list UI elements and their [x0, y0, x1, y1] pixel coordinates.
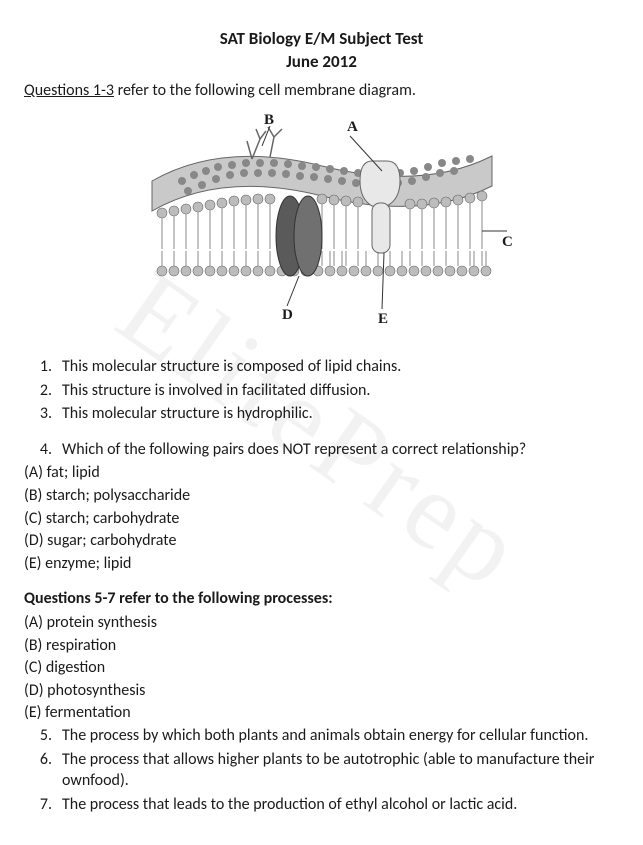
- question-row: 2. This structure is involved in facilit…: [24, 380, 619, 402]
- option-c: (C) starch; carbohydrate: [24, 508, 619, 530]
- question-number: 3.: [24, 403, 62, 425]
- question-row: 3. This molecular structure is hydrophil…: [24, 403, 619, 425]
- question-text: This molecular structure is composed of …: [62, 356, 619, 378]
- option-e: (E) enzyme; lipid: [24, 553, 619, 575]
- question-text: This molecular structure is hydrophilic.: [62, 403, 619, 425]
- document-body: SAT Biology E/M Subject Test June 2012 Q…: [24, 28, 619, 815]
- membrane-svg: A B C D E: [132, 111, 512, 331]
- question-row: 5. The process by which both plants and …: [24, 725, 619, 747]
- doc-subtitle: June 2012: [24, 51, 619, 74]
- label-d: D: [282, 307, 293, 323]
- question-number: 5.: [24, 725, 62, 747]
- question-row: 4. Which of the following pairs does NOT…: [24, 439, 619, 461]
- question-text: The process that leads to the production…: [62, 794, 619, 816]
- questions-1-3: 1. This molecular structure is composed …: [24, 356, 619, 425]
- question-row: 1. This molecular structure is composed …: [24, 356, 619, 378]
- question-row: 6. The process that allows higher plants…: [24, 749, 619, 792]
- label-a: A: [347, 119, 358, 135]
- question-text: The process by which both plants and ani…: [62, 725, 619, 747]
- cell-membrane-diagram: A B C D E: [24, 111, 619, 338]
- question-number: 1.: [24, 356, 62, 378]
- question-row: 7. The process that leads to the product…: [24, 794, 619, 816]
- question-number: 2.: [24, 380, 62, 402]
- instruction-underlined: Questions 1-3: [24, 81, 114, 100]
- option-a: (A) fat; lipid: [24, 462, 619, 484]
- question-number: 4.: [24, 439, 62, 461]
- question-number: 7.: [24, 794, 62, 816]
- option-c: (C) digestion: [24, 657, 619, 679]
- question-text: This structure is involved in facilitate…: [62, 380, 619, 402]
- label-e: E: [378, 311, 388, 327]
- question-number: 6.: [24, 749, 62, 792]
- option-d: (D) sugar; carbohydrate: [24, 530, 619, 552]
- option-b: (B) starch; polysaccharide: [24, 485, 619, 507]
- instruction-1: Questions 1-3 refer to the following cel…: [24, 80, 619, 102]
- label-b: B: [264, 112, 274, 128]
- doc-title: SAT Biology E/M Subject Test: [24, 28, 619, 51]
- option-d: (D) photosynthesis: [24, 680, 619, 702]
- question-4-block: 4. Which of the following pairs does NOT…: [24, 439, 619, 575]
- question-text: Which of the following pairs does NOT re…: [62, 439, 619, 461]
- question-text: The process that allows higher plants to…: [62, 749, 619, 792]
- option-a: (A) protein synthesis: [24, 612, 619, 634]
- section-5-7-heading: Questions 5-7 refer to the following pro…: [24, 588, 619, 610]
- option-b: (B) respiration: [24, 635, 619, 657]
- option-e: (E) fermentation: [24, 702, 619, 724]
- label-c: C: [502, 234, 512, 250]
- instruction-rest: refer to the following cell membrane dia…: [114, 81, 416, 100]
